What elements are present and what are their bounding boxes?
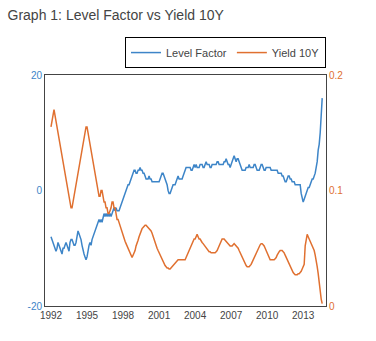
svg-text:2010: 2010 — [256, 310, 279, 321]
svg-text:2001: 2001 — [148, 310, 171, 321]
svg-text:20: 20 — [31, 70, 43, 81]
svg-text:2013: 2013 — [292, 310, 315, 321]
svg-text:1998: 1998 — [112, 310, 135, 321]
svg-text:0: 0 — [36, 185, 42, 196]
svg-text:2007: 2007 — [220, 310, 243, 321]
svg-text:1992: 1992 — [40, 310, 63, 321]
svg-text:Yield 10Y: Yield 10Y — [272, 47, 319, 59]
svg-text:Level Factor: Level Factor — [166, 47, 227, 59]
svg-text:0.1: 0.1 — [329, 185, 343, 196]
svg-text:0: 0 — [329, 301, 335, 312]
svg-text:0.2: 0.2 — [329, 70, 343, 81]
svg-text:1995: 1995 — [76, 310, 99, 321]
svg-text:-20: -20 — [28, 301, 43, 312]
svg-text:Graph 1: Level Factor vs Yield: Graph 1: Level Factor vs Yield 10Y — [8, 7, 225, 23]
svg-text:2004: 2004 — [184, 310, 207, 321]
